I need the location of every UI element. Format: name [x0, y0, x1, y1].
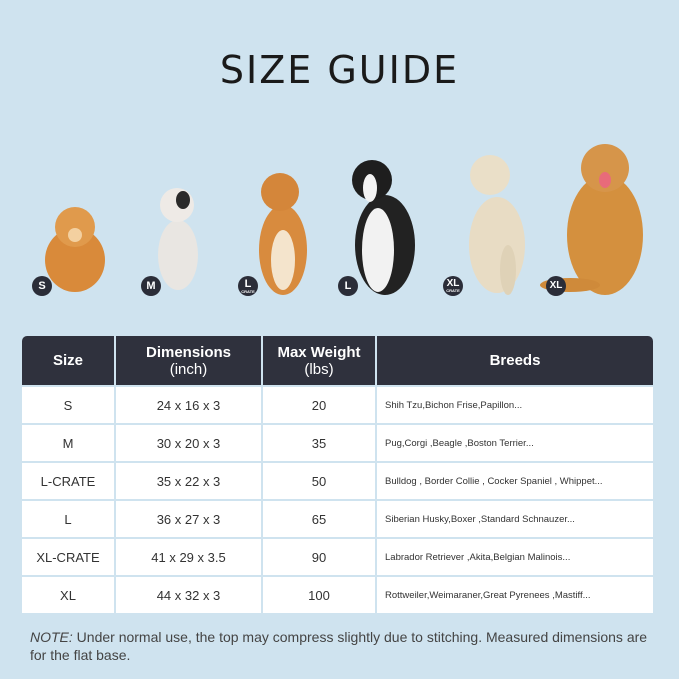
weight-cell: 20 — [263, 387, 375, 423]
weight-cell: 100 — [263, 577, 375, 613]
header-size: Size — [22, 336, 114, 385]
size-cell: L — [22, 501, 114, 537]
dog-illustrations — [45, 144, 643, 295]
table-row: L-CRATE 35 x 22 x 3 50 Bulldog , Border Col… — [22, 463, 653, 499]
header-breeds: Breeds — [377, 336, 653, 385]
french-bulldog-image — [158, 188, 198, 290]
page-title: SIZE GUIDE — [219, 48, 460, 92]
golden-retriever-image — [540, 144, 643, 295]
shiba-inu-image — [259, 173, 307, 295]
table-row: M 30 x 20 x 3 35 Pug,Corgi ,Beagle ,Boston … — [22, 425, 653, 461]
size-badge-xl-crate: XL CRATE — [443, 276, 463, 296]
breeds-cell: Pug,Corgi ,Beagle ,Boston Terrier... — [377, 425, 653, 461]
labrador-image — [469, 155, 525, 295]
size-cell: L-CRATE — [22, 463, 114, 499]
note: NOTE: Under normal use, the top may comp… — [30, 629, 648, 663]
header-max-weight: Max Weight (lbs) — [263, 336, 375, 385]
breeds-cell: Bulldog , Border Collie , Cocker Spaniel… — [377, 463, 653, 499]
breeds-cell: Labrador Retriever ,Akita,Belgian Malino… — [377, 539, 653, 575]
dimensions-cell: 36 x 27 x 3 — [116, 501, 261, 537]
size-cell: XL — [22, 577, 114, 613]
dog-lineup: S M L CRATE L XL CRATE XL — [0, 130, 679, 305]
dimensions-cell: 35 x 22 x 3 — [116, 463, 261, 499]
weight-cell: 90 — [263, 539, 375, 575]
border-collie-image — [352, 160, 415, 295]
size-badge-s: S — [32, 276, 52, 296]
dimensions-cell: 24 x 16 x 3 — [116, 387, 261, 423]
weight-cell: 35 — [263, 425, 375, 461]
table-row: XL-CRATE 41 x 29 x 3.5 90 Labrador Retrieve… — [22, 539, 653, 575]
breeds-cell: Rottweiler,Weimaraner,Great Pyrenees ,Ma… — [377, 577, 653, 613]
dimensions-cell: 41 x 29 x 3.5 — [116, 539, 261, 575]
weight-cell: 50 — [263, 463, 375, 499]
size-badge-m: M — [141, 276, 161, 296]
table-header: Size Dimensions (inch) Max Weight (lbs) Br… — [22, 336, 653, 385]
size-cell: XL-CRATE — [22, 539, 114, 575]
pomeranian-image — [45, 207, 105, 292]
dimensions-cell: 30 x 20 x 3 — [116, 425, 261, 461]
breeds-cell: Siberian Husky,Boxer ,Standard Schnauzer… — [377, 501, 653, 537]
size-badge-l: L — [338, 276, 358, 296]
size-badge-l-crate: L CRATE — [238, 276, 258, 296]
weight-cell: 65 — [263, 501, 375, 537]
size-table: Size Dimensions (inch) Max Weight (lbs) Br… — [20, 334, 655, 615]
header-dimensions: Dimensions (inch) — [116, 336, 261, 385]
dimensions-cell: 44 x 32 x 3 — [116, 577, 261, 613]
size-cell: M — [22, 425, 114, 461]
table-row: XL 44 x 32 x 3 100 Rottweiler,Weimaraner,Gr… — [22, 577, 653, 613]
size-badge-xl: XL — [546, 276, 566, 296]
table-row: S 24 x 16 x 3 20 Shih Tzu,Bichon Frise,Papi… — [22, 387, 653, 423]
breeds-cell: Shih Tzu,Bichon Frise,Papillon... — [377, 387, 653, 423]
table-row: L 36 x 27 x 3 65 Siberian Husky,Boxer ,Stan… — [22, 501, 653, 537]
size-cell: S — [22, 387, 114, 423]
